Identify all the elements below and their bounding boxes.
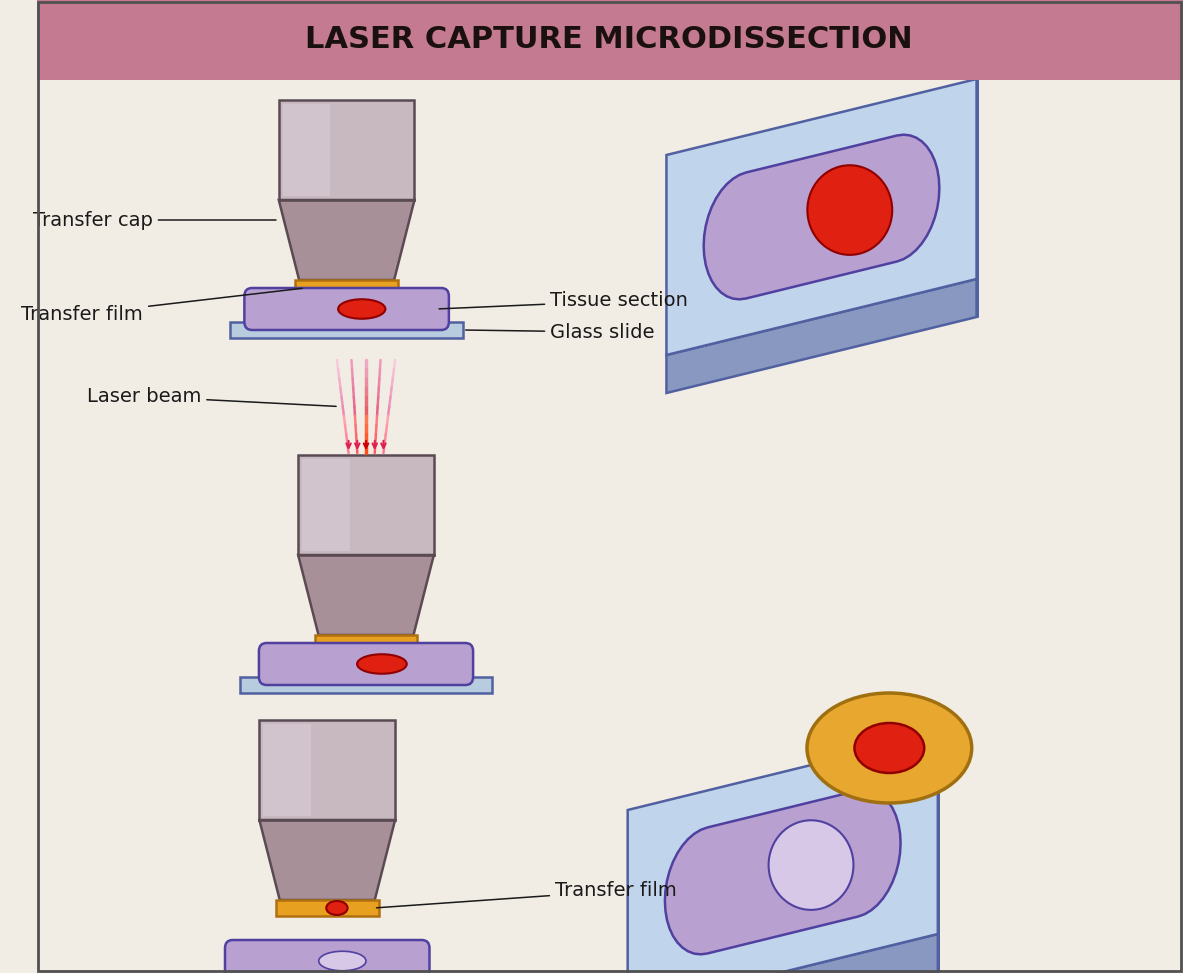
Bar: [302, 459, 349, 551]
Text: Transfer film: Transfer film: [376, 882, 677, 908]
FancyBboxPatch shape: [245, 288, 448, 330]
Ellipse shape: [807, 165, 892, 255]
Bar: [231, 322, 463, 338]
Ellipse shape: [327, 901, 348, 915]
Polygon shape: [665, 790, 900, 955]
Bar: [298, 455, 434, 555]
Polygon shape: [666, 79, 977, 355]
Text: LASER CAPTURE MICRODISSECTION: LASER CAPTURE MICRODISSECTION: [305, 25, 913, 54]
Ellipse shape: [854, 723, 924, 773]
Bar: [276, 900, 379, 916]
Bar: [283, 104, 330, 196]
Polygon shape: [279, 200, 414, 280]
Ellipse shape: [807, 693, 971, 803]
Polygon shape: [628, 734, 938, 973]
Text: Transfer cap: Transfer cap: [33, 210, 276, 230]
Ellipse shape: [769, 820, 853, 910]
Text: Laser beam: Laser beam: [86, 387, 336, 407]
Polygon shape: [704, 134, 939, 300]
Bar: [315, 635, 418, 651]
Bar: [259, 720, 395, 820]
FancyBboxPatch shape: [259, 643, 473, 685]
Bar: [279, 100, 414, 200]
Ellipse shape: [338, 300, 386, 319]
Polygon shape: [628, 934, 938, 973]
Bar: [296, 280, 397, 296]
Polygon shape: [666, 279, 977, 393]
Ellipse shape: [357, 654, 407, 673]
Text: Transfer film: Transfer film: [21, 288, 302, 323]
Text: Tissue section: Tissue section: [439, 292, 689, 310]
Bar: [264, 724, 311, 816]
FancyBboxPatch shape: [225, 940, 429, 973]
Bar: [240, 677, 492, 693]
Text: Glass slide: Glass slide: [466, 322, 654, 342]
Bar: [37, 0, 1183, 80]
Ellipse shape: [318, 952, 366, 971]
Polygon shape: [259, 820, 395, 900]
Polygon shape: [298, 555, 434, 635]
